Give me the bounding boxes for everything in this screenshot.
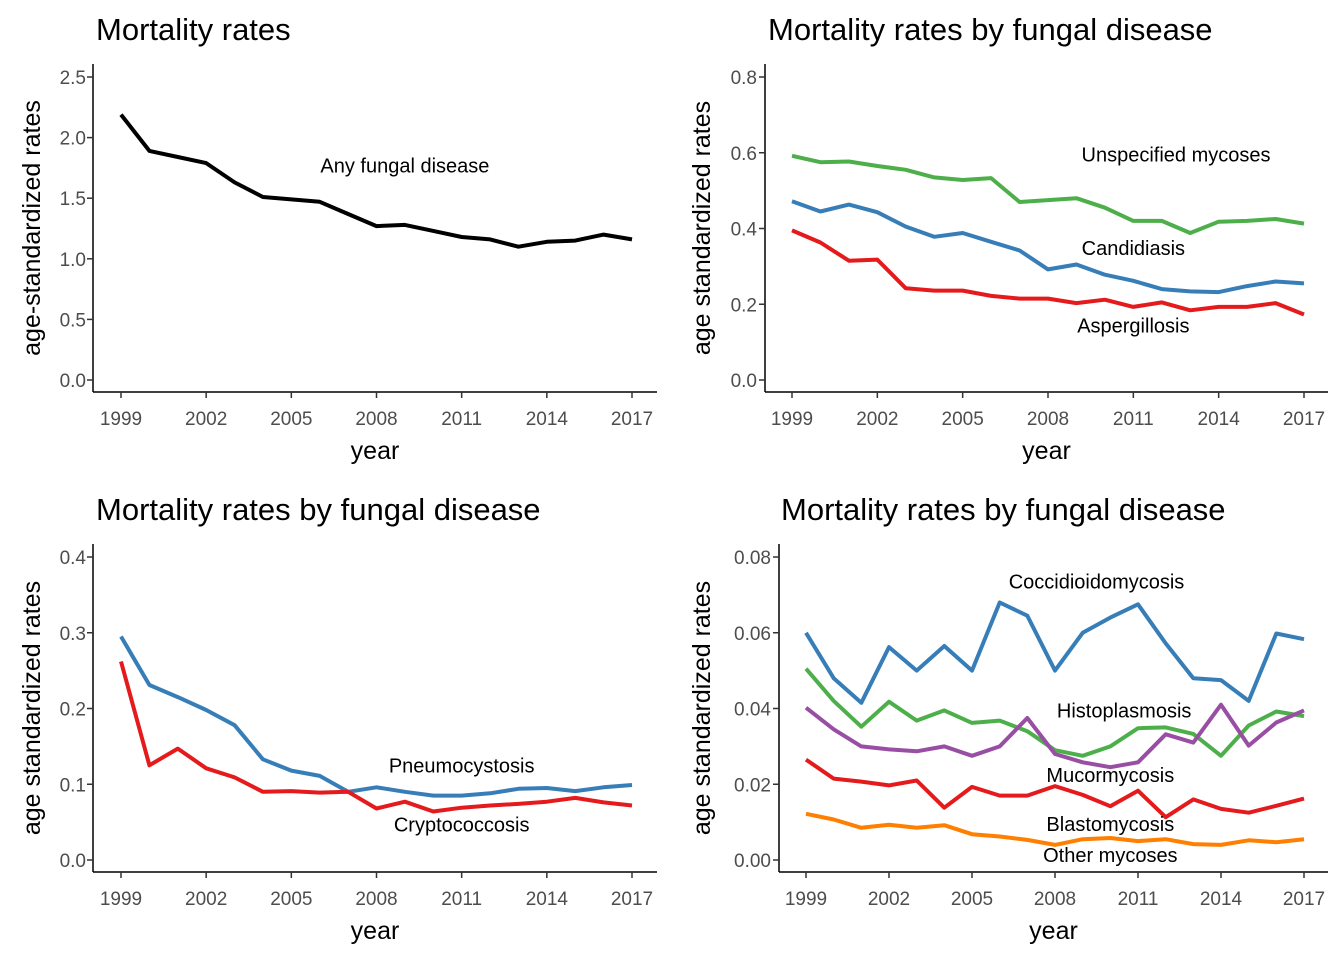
- x-tick-label: 2008: [355, 889, 397, 910]
- chart-panel-3: Mortality rates by fungal disease 0.0 0.1 0…: [18, 492, 657, 945]
- y-tick-label: 0.00: [734, 851, 771, 872]
- series-line-2: [804, 667, 1305, 758]
- series-line-1: [791, 153, 1305, 235]
- series-annotation: Mucormycosis: [1046, 765, 1174, 787]
- y-tick-label: 0.4: [731, 220, 758, 241]
- series-line-1: [119, 113, 633, 249]
- y-tick-label: 0.02: [734, 775, 771, 796]
- series-line-1: [119, 635, 633, 798]
- series-annotation: Blastomycosis: [1046, 814, 1174, 836]
- x-tick-label: 2008: [1034, 889, 1076, 910]
- series-annotation: Coccidioidomycosis: [1009, 572, 1185, 594]
- y-tick-label: 1.0: [60, 250, 86, 271]
- y-tick-label: 0.2: [731, 295, 757, 316]
- y-tick-label: 0.0: [60, 371, 86, 392]
- x-tick-label: 2017: [1283, 409, 1325, 430]
- y-axis-label: age standardized rates: [688, 101, 716, 355]
- y-axis-label: age-standardized rates: [18, 100, 46, 356]
- x-tick-label: 2011: [441, 889, 482, 910]
- x-tick-label: 2017: [611, 889, 653, 910]
- x-tick-label: 2017: [1283, 889, 1325, 910]
- series-annotation: Other mycoses: [1043, 845, 1177, 867]
- y-tick-label: 0.5: [60, 310, 86, 331]
- y-tick-label: 0.4: [60, 548, 87, 569]
- x-tick-label: 2005: [270, 409, 312, 430]
- series-annotation: Aspergillosis: [1077, 315, 1189, 337]
- x-tick-label: 2014: [1200, 889, 1243, 910]
- chart-title: Mortality rates by fungal disease: [781, 492, 1226, 527]
- x-tick-label: 2011: [1118, 889, 1159, 910]
- x-tick-label: 2002: [868, 889, 910, 910]
- y-tick-label: 2.0: [60, 129, 86, 150]
- series-line-3: [791, 228, 1305, 317]
- series-line-2: [119, 660, 633, 814]
- chart-title: Mortality rates by fungal disease: [96, 492, 541, 527]
- series-annotation: Pneumocystosis: [389, 755, 535, 777]
- series-annotation: Cryptococcosis: [394, 814, 530, 836]
- x-tick-label: 2008: [1027, 409, 1069, 430]
- x-tick-label: 1999: [785, 889, 827, 910]
- x-tick-label: 2002: [185, 889, 227, 910]
- series-line-3: [804, 702, 1305, 770]
- series-line-5: [805, 811, 1305, 847]
- x-tick-label: 2008: [355, 409, 397, 430]
- chart-panel-2: Mortality rates by fungal disease 0.0 0.2 0…: [688, 12, 1328, 465]
- x-axis-label: year: [1022, 437, 1071, 465]
- x-tick-label: 2005: [951, 889, 993, 910]
- x-axis-label: year: [351, 917, 400, 945]
- x-tick-label: 2005: [942, 409, 984, 430]
- y-tick-label: 0.3: [60, 624, 86, 645]
- series-line-2: [791, 199, 1305, 295]
- x-tick-label: 1999: [100, 889, 142, 910]
- chart-panel-4: Mortality rates by fungal disease 0.00 0.0…: [688, 492, 1328, 945]
- chart-panel-1: Mortality rates 0.0 0.5 1.0 1.5 2.0 2.5 1999 200…: [18, 12, 657, 465]
- y-tick-label: 0.2: [60, 700, 86, 721]
- series-line-4: [804, 757, 1305, 820]
- x-tick-label: 2014: [526, 409, 569, 430]
- y-tick-label: 0.8: [731, 68, 757, 89]
- x-tick-label: 2002: [185, 409, 227, 430]
- x-tick-label: 2005: [270, 889, 312, 910]
- y-tick-label: 1.5: [60, 189, 86, 210]
- y-tick-label: 0.0: [731, 371, 757, 392]
- y-tick-label: 0.0: [60, 851, 86, 872]
- series-annotation: Candidiasis: [1082, 238, 1185, 260]
- x-tick-label: 2011: [441, 409, 482, 430]
- y-tick-label: 0.06: [734, 624, 771, 645]
- x-tick-label: 2011: [1113, 409, 1154, 430]
- x-axis-label: year: [1029, 917, 1078, 945]
- chart-title: Mortality rates: [96, 12, 291, 47]
- y-tick-label: 0.08: [734, 548, 771, 569]
- x-tick-label: 2017: [611, 409, 653, 430]
- x-tick-label: 2014: [526, 889, 569, 910]
- y-tick-label: 2.5: [60, 68, 86, 89]
- series-annotation: Unspecified mycoses: [1082, 145, 1271, 167]
- y-axis-label: age standardized rates: [18, 581, 46, 835]
- y-tick-label: 0.04: [734, 700, 771, 721]
- y-tick-label: 0.1: [60, 775, 86, 796]
- series-line-1: [804, 600, 1305, 705]
- x-tick-label: 2002: [856, 409, 898, 430]
- x-tick-label: 1999: [100, 409, 142, 430]
- y-tick-label: 0.6: [731, 144, 757, 165]
- chart-title: Mortality rates by fungal disease: [768, 12, 1213, 47]
- x-axis-label: year: [351, 437, 400, 465]
- y-axis-label: age standardized rates: [688, 581, 716, 835]
- series-annotation: Any fungal disease: [320, 155, 489, 177]
- x-tick-label: 2014: [1198, 409, 1241, 430]
- x-tick-label: 1999: [771, 409, 813, 430]
- series-annotation: Histoplasmosis: [1057, 700, 1191, 722]
